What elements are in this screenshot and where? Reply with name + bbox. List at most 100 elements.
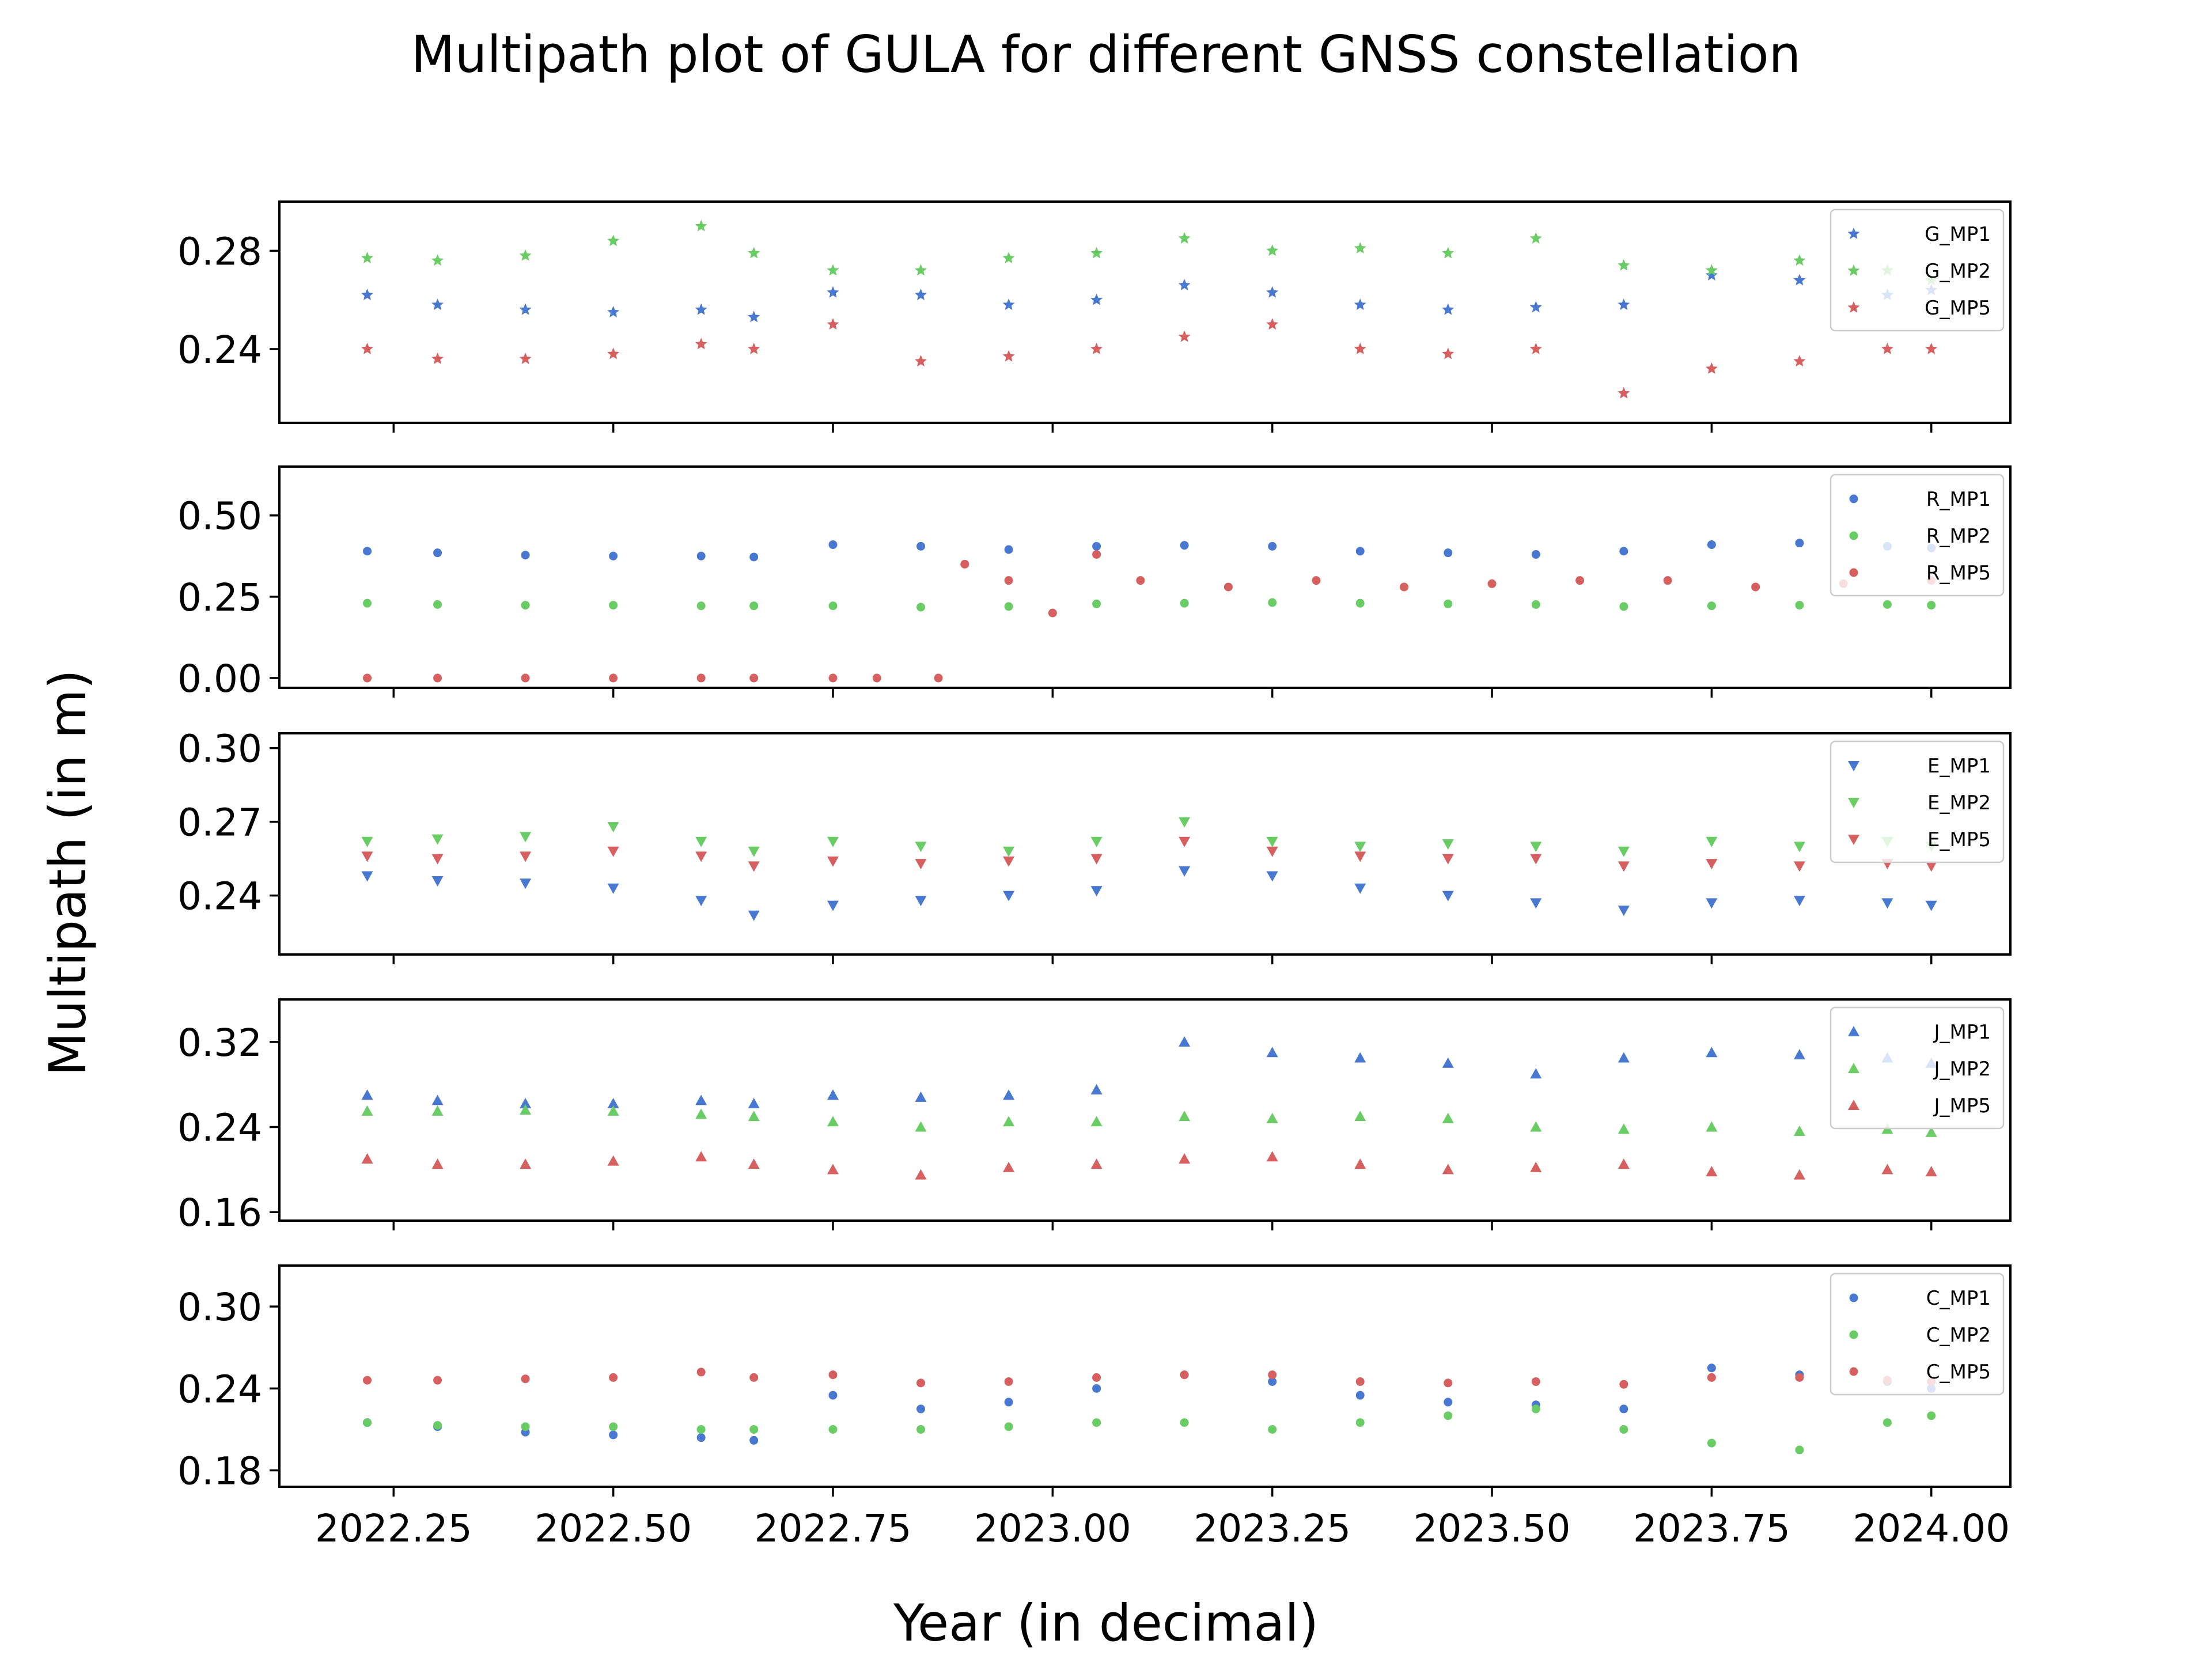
data-point — [1881, 898, 1893, 909]
data-point — [433, 1421, 442, 1430]
data-point — [361, 851, 373, 862]
data-point — [1004, 1377, 1013, 1386]
data-point — [1178, 279, 1191, 290]
data-point — [363, 1418, 372, 1427]
data-point — [1618, 1052, 1630, 1063]
legend-marker — [1849, 568, 1858, 577]
y-tick-label: 0.00 — [177, 657, 262, 701]
data-point — [361, 1153, 373, 1164]
legend-box — [1830, 1272, 2005, 1396]
legend-marker — [1849, 1293, 1858, 1302]
data-point — [749, 673, 759, 683]
data-point — [1224, 582, 1233, 592]
data-points — [361, 817, 1937, 921]
data-point — [1444, 1397, 1453, 1407]
data-point — [520, 878, 532, 889]
data-point — [1618, 861, 1630, 872]
data-point — [1179, 836, 1191, 847]
legend-label: E_MP2 — [1927, 791, 1991, 815]
data-point — [1530, 898, 1542, 909]
data-point — [1444, 1378, 1453, 1388]
data-point — [520, 1158, 532, 1169]
data-point — [1619, 1380, 1628, 1389]
x-tick-label: 2022.75 — [755, 1506, 912, 1551]
data-point — [607, 1105, 619, 1116]
data-point — [748, 343, 760, 354]
legend: C_MP1 C_MP2 C_MP5 — [1830, 1272, 2005, 1396]
data-point — [1266, 1047, 1278, 1058]
x-tick-label: 2023.00 — [974, 1506, 1131, 1551]
data-point — [1618, 906, 1630, 916]
data-point — [748, 846, 760, 857]
data-point — [1180, 1370, 1189, 1380]
data-point — [1706, 1047, 1718, 1058]
data-point — [1266, 1151, 1278, 1162]
subplot-2: 0.00 0.25 0.50 R_MP1 R_MP2 R_MP5 — [177, 465, 2012, 701]
legend-marker — [1847, 228, 1860, 239]
data-point — [934, 673, 943, 683]
data-point — [1442, 1164, 1454, 1175]
data-point — [1004, 545, 1013, 554]
series-E_MP1 — [361, 866, 1937, 921]
data-point — [915, 1169, 927, 1180]
data-point — [1707, 1438, 1716, 1448]
data-point — [1092, 1373, 1101, 1382]
data-point — [431, 876, 444, 887]
data-point — [1266, 836, 1278, 847]
data-point — [696, 1368, 706, 1377]
legend-label: E_MP5 — [1927, 828, 1991, 851]
data-point — [361, 1105, 373, 1116]
data-point — [607, 846, 619, 857]
data-point — [431, 834, 444, 845]
data-point — [1092, 599, 1101, 608]
data-point — [695, 1151, 707, 1162]
data-point — [1575, 576, 1585, 585]
data-point — [431, 353, 444, 364]
y-tick-label: 0.50 — [177, 494, 262, 539]
data-point — [748, 861, 760, 872]
data-point — [1444, 599, 1453, 608]
data-point — [609, 1373, 618, 1382]
data-point — [363, 547, 372, 556]
data-point — [827, 1116, 839, 1127]
series-C_MP5 — [363, 1368, 1936, 1389]
legend: E_MP1 E_MP2 E_MP5 — [1830, 740, 2005, 863]
data-point — [1925, 900, 1937, 911]
data-point — [1092, 550, 1101, 559]
data-point — [695, 896, 707, 907]
data-point — [607, 306, 620, 317]
y-tick-label: 0.24 — [177, 328, 262, 372]
data-point — [915, 289, 927, 300]
legend-marker — [1848, 1100, 1859, 1110]
data-point — [1442, 854, 1454, 865]
data-point — [915, 264, 927, 276]
data-point — [695, 219, 707, 232]
data-point — [1090, 1116, 1103, 1127]
data-point — [827, 1089, 839, 1100]
data-point — [431, 854, 444, 865]
data-point — [828, 1370, 838, 1380]
data-point — [609, 551, 618, 560]
data-points — [363, 1363, 1936, 1455]
data-point — [748, 1158, 760, 1169]
data-point — [1268, 1377, 1277, 1386]
data-point — [1619, 1425, 1628, 1434]
y-tick-label: 0.24 — [177, 1367, 262, 1411]
data-point — [1793, 274, 1806, 286]
data-point — [827, 856, 839, 867]
data-point — [827, 1164, 839, 1175]
figure-title: Multipath plot of GULA for different GNS… — [411, 25, 1801, 84]
data-point — [695, 1094, 707, 1105]
data-point — [1925, 343, 1938, 354]
data-point — [1136, 576, 1145, 585]
legend-label: R_MP5 — [1926, 562, 1991, 585]
legend-label: E_MP1 — [1927, 755, 1991, 778]
data-point — [361, 1089, 373, 1100]
series-G_MP2 — [361, 219, 1938, 286]
data-point — [1531, 1377, 1540, 1386]
series-G_MP5 — [361, 318, 1938, 399]
y-tick-label: 0.28 — [177, 229, 262, 274]
data-point — [748, 1097, 760, 1108]
data-point — [1354, 851, 1366, 862]
data-point — [1925, 1126, 1937, 1137]
